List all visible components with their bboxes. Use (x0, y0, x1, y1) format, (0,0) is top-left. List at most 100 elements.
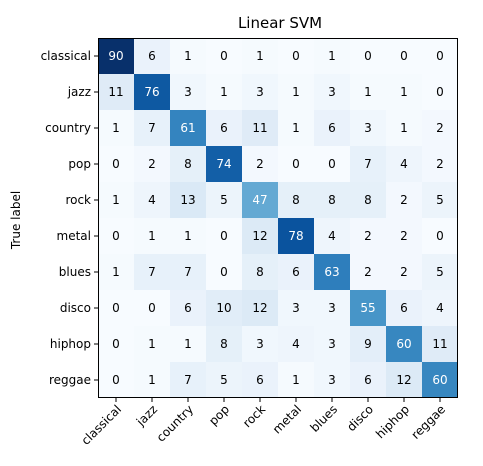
cell-value-label: 6 (256, 373, 264, 387)
cell-value-label: 12 (396, 373, 411, 387)
cell-value-label: 55 (360, 301, 375, 315)
cell-value-label: 8 (292, 193, 300, 207)
cell-value-label: 7 (184, 265, 192, 279)
y-tick-label: classical (41, 49, 91, 63)
cell-value-label: 8 (256, 265, 264, 279)
cell-value-label: 61 (180, 121, 195, 135)
cell-value-label: 2 (436, 121, 444, 135)
cell-value-label: 7 (148, 121, 156, 135)
cell-value-label: 0 (220, 229, 228, 243)
cell-value-label: 1 (148, 229, 156, 243)
cell-value-label: 5 (436, 265, 444, 279)
cell-value-label: 60 (432, 373, 447, 387)
cell-value-label: 74 (216, 157, 231, 171)
x-tick-label: blues (307, 402, 340, 435)
y-axis-label: True label (9, 191, 23, 250)
x-tick-label: rock (240, 402, 268, 430)
cell-value-label: 1 (220, 85, 228, 99)
cell-value-label: 8 (184, 157, 192, 171)
cell-value-label: 1 (148, 373, 156, 387)
cell-value-label: 7 (148, 265, 156, 279)
cell-value-label: 10 (216, 301, 231, 315)
cell-value-label: 1 (292, 85, 300, 99)
cell-value-label: 1 (184, 337, 192, 351)
cell-value-label: 3 (292, 301, 300, 315)
cell-value-label: 3 (184, 85, 192, 99)
cell-value-label: 0 (292, 157, 300, 171)
cell-value-label: 1 (112, 193, 120, 207)
cell-value-label: 0 (220, 49, 228, 63)
chart-title: Linear SVM (238, 14, 322, 32)
cell-value-label: 4 (292, 337, 300, 351)
cell-value-label: 47 (252, 193, 267, 207)
cell-value-label: 8 (220, 337, 228, 351)
cell-value-label: 11 (108, 85, 123, 99)
cell-value-label: 63 (324, 265, 339, 279)
cell-value-label: 6 (148, 49, 156, 63)
cell-value-label: 6 (400, 301, 408, 315)
y-tick-label: country (45, 121, 91, 135)
cell-value-label: 0 (364, 49, 372, 63)
cell-value-label: 4 (148, 193, 156, 207)
cell-value-label: 78 (288, 229, 303, 243)
cell-value-label: 0 (400, 49, 408, 63)
cell-value-label: 4 (328, 229, 336, 243)
cell-value-label: 0 (220, 265, 228, 279)
cell-value-label: 7 (184, 373, 192, 387)
x-tick-label: pop (206, 402, 232, 428)
cell-value-label: 8 (364, 193, 372, 207)
cell-value-label: 5 (220, 193, 228, 207)
cell-value-label: 0 (436, 85, 444, 99)
cell-value-label: 1 (184, 49, 192, 63)
cell-value-label: 5 (436, 193, 444, 207)
cell-value-label: 3 (328, 85, 336, 99)
x-tick-label: disco (344, 402, 376, 434)
cell-value-label: 12 (252, 229, 267, 243)
cell-value-label: 0 (112, 337, 120, 351)
cell-value-label: 1 (400, 121, 408, 135)
cell-value-label: 90 (108, 49, 123, 63)
cell-value-label: 11 (252, 121, 267, 135)
x-tick-label: classical (79, 402, 125, 448)
cell-value-label: 2 (400, 265, 408, 279)
cell-value-label: 2 (364, 229, 372, 243)
x-tick-label: country (154, 402, 196, 444)
cell-value-label: 4 (400, 157, 408, 171)
cell-value-label: 5 (220, 373, 228, 387)
y-tick-label: blues (59, 265, 91, 279)
cell-value-label: 6 (292, 265, 300, 279)
y-tick-label: hiphop (50, 337, 91, 351)
x-tick-label: hiphop (373, 402, 412, 441)
cell-value-label: 3 (364, 121, 372, 135)
cell-value-label: 1 (364, 85, 372, 99)
cell-value-label: 2 (400, 229, 408, 243)
x-tick-label: reggae (409, 402, 449, 442)
cell-value-label: 8 (328, 193, 336, 207)
cell-value-label: 1 (256, 49, 264, 63)
cell-value-label: 76 (144, 85, 159, 99)
y-tick-label: reggae (49, 373, 91, 387)
y-axis-ticks: classical jazz country pop rock metal blues dis… (41, 49, 98, 387)
cell-value-label: 3 (328, 301, 336, 315)
y-tick-label: metal (57, 229, 91, 243)
cell-value-label: 3 (328, 373, 336, 387)
cell-value-label: 0 (112, 229, 120, 243)
cell-value-label: 2 (256, 157, 264, 171)
cell-value-label: 1 (292, 373, 300, 387)
cell-value-label: 0 (328, 157, 336, 171)
cell-value-label: 0 (292, 49, 300, 63)
cell-value-label: 0 (112, 157, 120, 171)
cell-value-label: 6 (184, 301, 192, 315)
cell-value-label: 13 (180, 193, 195, 207)
y-tick-label: disco (60, 301, 91, 315)
cell-value-label: 1 (148, 337, 156, 351)
cell-value-label: 0 (436, 229, 444, 243)
x-tick-label: metal (270, 402, 304, 436)
cell-value-label: 3 (328, 337, 336, 351)
y-tick-label: jazz (67, 85, 91, 99)
cell-value-label: 2 (400, 193, 408, 207)
cell-value-label: 2 (436, 157, 444, 171)
cell-value-label: 1 (112, 121, 120, 135)
